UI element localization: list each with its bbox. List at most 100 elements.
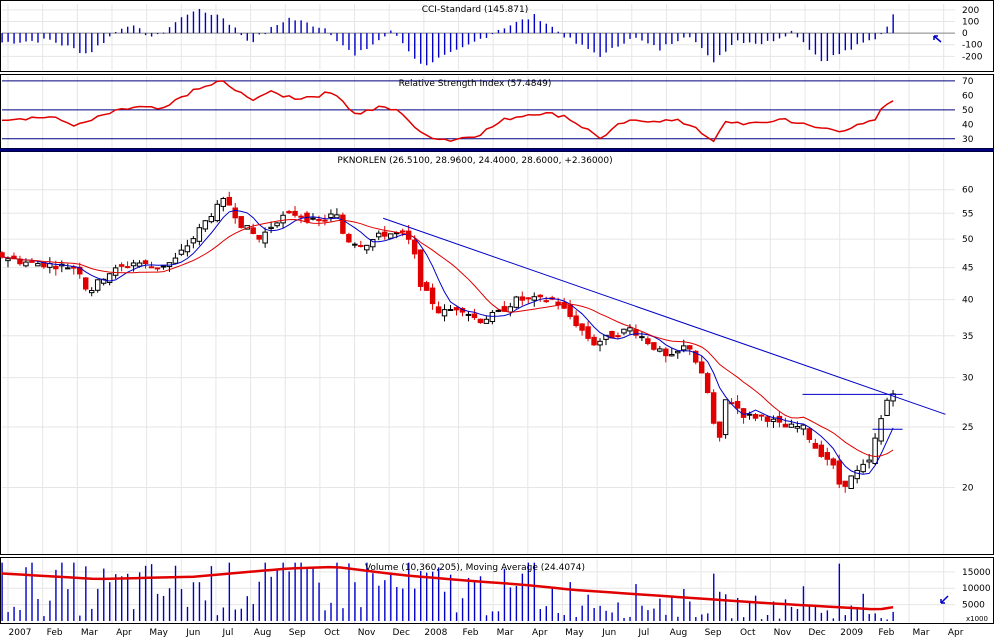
volume-bar	[545, 606, 548, 621]
candle-body	[806, 428, 813, 440]
ma-fast-line	[1, 209, 894, 475]
volume-bar	[408, 562, 410, 621]
cci-bar	[886, 26, 888, 34]
candle-body	[0, 252, 5, 258]
cci-bar	[31, 33, 33, 41]
candle-body	[136, 262, 143, 267]
cci-bar	[372, 33, 374, 45]
cci-bar	[790, 30, 793, 34]
candle-body	[112, 267, 119, 276]
x-axis-label: 2009	[840, 628, 863, 638]
candle-body	[704, 373, 711, 394]
cci-bar	[772, 33, 775, 42]
volume-bar	[144, 565, 147, 621]
cci-bar	[509, 25, 512, 34]
cci-bar	[575, 33, 577, 44]
x-axis-label: Oct	[740, 628, 756, 638]
price-tick-label: 50	[962, 235, 974, 245]
volume-ma-line	[1, 565, 894, 611]
cci-bar	[342, 33, 344, 46]
volume-bar	[312, 567, 314, 621]
cci-bar	[7, 33, 9, 42]
volume-bar	[760, 619, 763, 621]
volume-bar	[772, 601, 775, 621]
volume-bar	[862, 593, 864, 621]
candle-body	[94, 279, 101, 291]
cci-bar	[874, 33, 876, 40]
candle-body	[818, 444, 825, 457]
cci-bar	[778, 33, 781, 39]
volume-bar	[156, 593, 159, 621]
x-axis-label: Nov	[774, 628, 792, 638]
volume-bar	[43, 616, 45, 621]
volume-bar	[515, 586, 518, 621]
volume-bar	[790, 606, 793, 621]
cci-bar	[132, 25, 135, 34]
cci-bar	[270, 26, 272, 34]
cci-bar	[635, 33, 637, 38]
volume-tick-label: 5000	[962, 601, 985, 611]
candle-body	[836, 460, 842, 485]
cci-bar	[282, 22, 284, 34]
volume-bar	[611, 612, 613, 621]
cci-bar	[725, 33, 727, 52]
x-axis-label: Feb	[47, 628, 63, 638]
candle-body	[621, 328, 627, 334]
cci-bar	[222, 18, 225, 34]
cci-bar	[37, 33, 39, 43]
cci-bar	[198, 8, 201, 34]
cci-bar	[647, 33, 649, 44]
cci-bar	[156, 33, 159, 35]
volume-bar	[150, 564, 153, 621]
candle-body	[764, 416, 771, 422]
cci-bar	[360, 33, 362, 51]
candle-body	[567, 304, 573, 318]
candle-body	[603, 334, 609, 340]
volume-bar	[449, 574, 452, 621]
cci-bar	[216, 14, 219, 34]
cci-bar	[402, 33, 404, 44]
volume-bar	[354, 582, 356, 621]
candle-body	[752, 414, 759, 419]
volume-bar	[13, 606, 15, 621]
volume-bar	[557, 613, 559, 621]
rsi-line	[1, 80, 894, 143]
price-tick-label: 30	[962, 374, 974, 384]
candle-body	[29, 260, 35, 263]
candle-body	[256, 234, 262, 240]
candle-body	[579, 323, 585, 331]
candle-body	[23, 261, 29, 267]
cci-bar	[814, 33, 817, 55]
cci-arrow-icon	[933, 35, 942, 43]
x-axis-label: Feb	[463, 628, 479, 638]
volume-bar	[162, 595, 165, 621]
cci-bar	[276, 25, 278, 34]
cci-bar	[330, 33, 332, 36]
candle-body	[232, 207, 238, 219]
candle-body	[770, 418, 777, 423]
candle-body	[160, 265, 167, 268]
candle-body	[573, 315, 579, 327]
cci-bar	[521, 19, 524, 34]
x-axis-label: Dec	[392, 628, 409, 638]
cci-bar	[730, 33, 733, 46]
cci-bar	[868, 33, 870, 41]
volume-bar	[324, 610, 326, 621]
x-axis-label: Aug	[670, 628, 688, 638]
candle-body	[669, 353, 675, 357]
cci-bar	[527, 19, 530, 34]
volume-bar	[742, 617, 745, 621]
cci-bar	[820, 33, 823, 62]
cci-bar	[55, 33, 57, 43]
cci-bar	[115, 31, 117, 34]
candle-body	[615, 335, 621, 338]
volume-bar	[378, 585, 380, 621]
volume-bar	[103, 568, 105, 621]
x-axis-label: Mar	[81, 628, 98, 638]
volume-bar	[587, 594, 589, 621]
cci-bar	[246, 33, 248, 41]
volume-bar	[796, 608, 799, 621]
cci-bar	[479, 33, 482, 39]
candle-body	[543, 300, 549, 303]
volume-bar	[892, 611, 894, 621]
